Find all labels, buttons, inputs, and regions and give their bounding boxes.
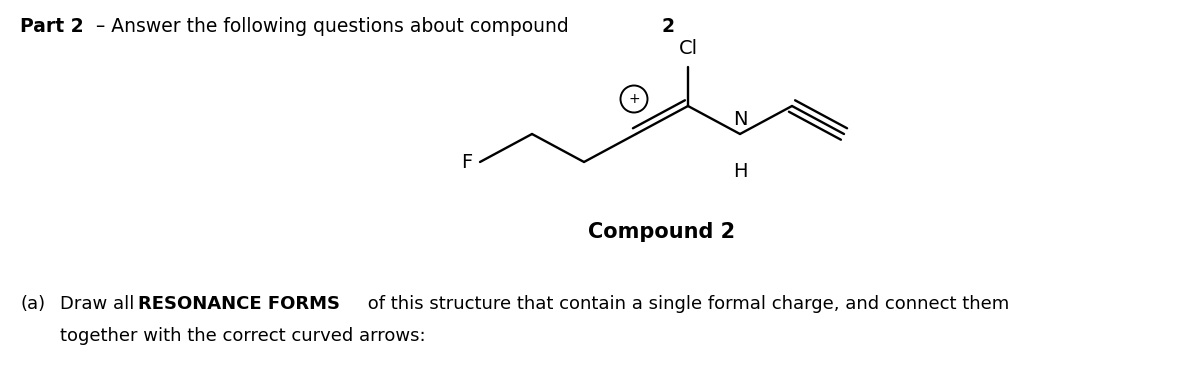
Text: Cl: Cl — [678, 39, 697, 58]
Text: RESONANCE FORMS: RESONANCE FORMS — [138, 295, 340, 313]
Text: together with the correct curved arrows:: together with the correct curved arrows: — [60, 327, 426, 345]
Text: (a): (a) — [20, 295, 46, 313]
Text: Draw all: Draw all — [60, 295, 140, 313]
Text: Compound 2: Compound 2 — [588, 222, 736, 242]
Text: +: + — [628, 92, 640, 106]
Text: H: H — [733, 162, 748, 181]
Text: N: N — [733, 110, 748, 129]
Text: of this structure that contain a single formal charge, and connect them: of this structure that contain a single … — [362, 295, 1009, 313]
Text: Part 2: Part 2 — [20, 17, 84, 36]
Text: – Answer the following questions about compound: – Answer the following questions about c… — [90, 17, 575, 36]
Text: F: F — [461, 153, 472, 171]
Text: 2: 2 — [662, 17, 674, 36]
